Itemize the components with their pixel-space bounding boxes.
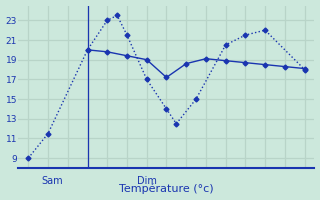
Text: Sam: Sam <box>41 176 63 186</box>
Text: Dim: Dim <box>137 176 157 186</box>
X-axis label: Température (°c): Température (°c) <box>119 184 214 194</box>
